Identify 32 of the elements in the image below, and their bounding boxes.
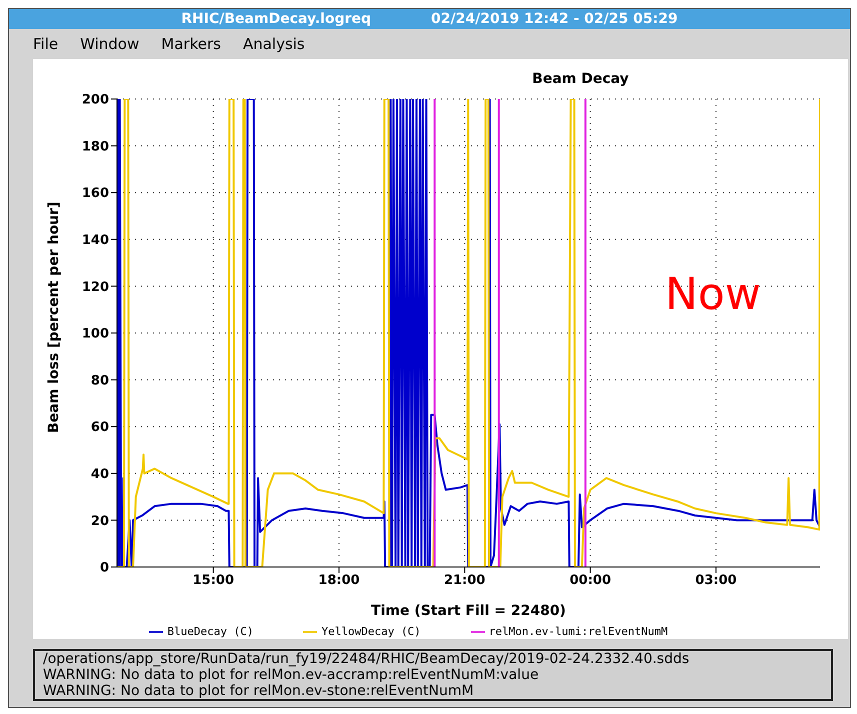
text: RHIC/BeamDecay.logreq xyxy=(181,11,372,27)
y-tick-label: 0 xyxy=(100,560,109,576)
text: WARNING: No data to plot for relMon.ev-stone:relEventNumM xyxy=(43,683,475,699)
y-tick-label: 180 xyxy=(82,139,109,154)
y-tick-label: 160 xyxy=(82,186,109,202)
y-tick-label: 20 xyxy=(90,514,109,529)
legend-label: YellowDecay (C) xyxy=(321,625,421,638)
x-tick-label: 21:00 xyxy=(444,573,486,588)
x-tick-label: 00:00 xyxy=(570,573,612,588)
chart-title: Beam Decay xyxy=(531,71,630,87)
annotation: Now xyxy=(665,269,761,320)
text: /operations/app_store/RunData/run_fy19/22484/RHIC/BeamDecay/2019-02-24.2332.40.sdds xyxy=(43,651,690,667)
text: File xyxy=(33,35,58,53)
x-tick-label: 18:00 xyxy=(318,573,360,588)
x-axis-title: Time (Start Fill = 22480) xyxy=(371,603,566,619)
legend-label: BlueDecay (C) xyxy=(167,625,254,638)
y-tick-label: 200 xyxy=(82,92,109,108)
y-tick-label: 140 xyxy=(82,233,109,248)
text: Window xyxy=(80,35,140,53)
y-tick-label: 80 xyxy=(90,373,109,388)
y-axis-title: Beam loss [percent per hour] xyxy=(46,202,62,433)
x-tick-label: 15:00 xyxy=(192,573,234,588)
y-tick-label: 40 xyxy=(90,467,109,482)
text: WARNING: No data to plot for relMon.ev-accramp:relEventNumM:value xyxy=(43,667,540,683)
x-tick-label: 03:00 xyxy=(695,573,737,588)
legend-label: relMon.ev-lumi:relEventNumM xyxy=(488,625,668,638)
y-tick-label: 120 xyxy=(82,280,109,295)
y-tick-label: 100 xyxy=(82,326,109,342)
text: 02/24/2019 12:42 - 02/25 05:29 xyxy=(431,11,678,27)
y-tick-label: 60 xyxy=(90,420,109,436)
text: Markers xyxy=(161,35,221,53)
text: Analysis xyxy=(242,35,305,53)
